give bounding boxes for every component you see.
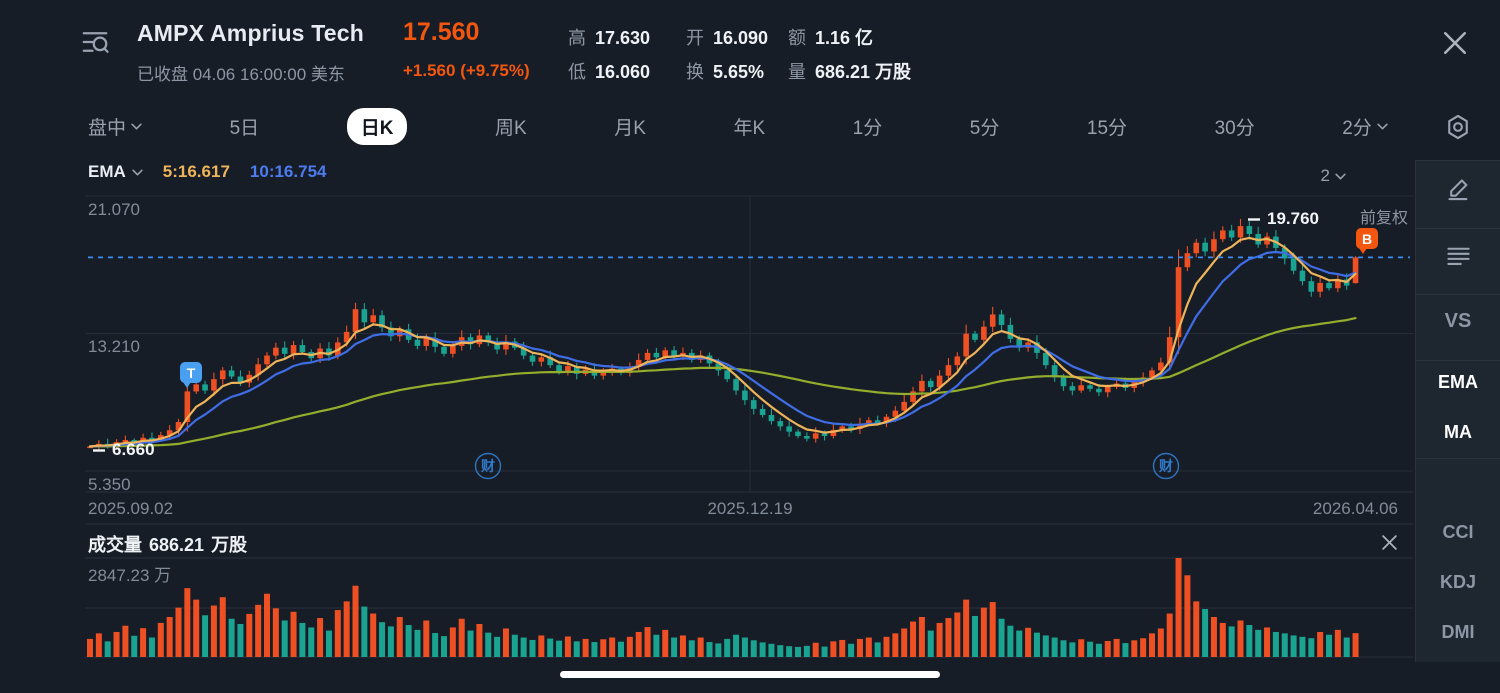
- candlestick-chart[interactable]: [85, 156, 1413, 492]
- tab-周K[interactable]: 周K: [494, 117, 527, 139]
- search-icon[interactable]: [80, 27, 110, 57]
- tab-5日[interactable]: 5日: [229, 117, 260, 139]
- last-price: 17.560: [403, 18, 480, 46]
- x-label-end: 2026.04.06: [1312, 499, 1398, 518]
- tick-dash-icon: [1248, 217, 1260, 221]
- t-marker-badge[interactable]: T: [180, 362, 202, 388]
- indicator-count-label: 2: [1320, 166, 1330, 185]
- high-price-marker: 19.760: [1248, 209, 1319, 229]
- sidebar-item-ema[interactable]: EMA: [1438, 372, 1478, 392]
- volume-label: 成交量: [88, 535, 142, 555]
- y-tick-top: 21.070: [88, 200, 140, 219]
- volume-scale-label: 2847.23 万: [88, 566, 172, 585]
- forward-adjust-toggle[interactable]: 前复权: [1359, 210, 1408, 227]
- volume-chart[interactable]: [85, 558, 1413, 658]
- sidebar-divider: [1416, 294, 1500, 295]
- ema5-value: 5:16.617: [162, 162, 230, 181]
- stat-低: 低 16.060: [568, 62, 651, 82]
- sidebar-divider: [1416, 458, 1500, 459]
- tab-30分[interactable]: 30分: [1214, 117, 1255, 139]
- volume-value: 686.21: [149, 535, 205, 555]
- indicator-bar: EMA 5:16.617 10:16.754: [88, 162, 326, 182]
- stat-量: 量 686.21 万股: [788, 62, 912, 82]
- low-price-marker: 6.660: [93, 440, 155, 460]
- sidebar-divider: [1416, 228, 1500, 229]
- stat-高: 高 17.630: [568, 28, 651, 48]
- page-title: AMPX Amprius Tech: [137, 20, 365, 46]
- sidebar-item-kdj[interactable]: KDJ: [1439, 572, 1476, 592]
- tab-日K[interactable]: 日K: [346, 107, 408, 145]
- ema10-value: 10:16.754: [249, 162, 327, 181]
- indicator-count-dropdown[interactable]: 2: [1321, 166, 1346, 186]
- low-price-label: 6.660: [112, 440, 155, 459]
- sidebar-item-dmi[interactable]: DMI: [1441, 622, 1475, 642]
- tab-盘中[interactable]: 盘中: [88, 113, 142, 140]
- home-indicator[interactable]: [560, 671, 940, 678]
- tab-1分[interactable]: 1分: [852, 117, 883, 139]
- x-label-start: 2025.09.02: [88, 499, 174, 518]
- list-lines-icon[interactable]: [1416, 242, 1500, 274]
- tab-月K[interactable]: 月K: [614, 117, 646, 139]
- volume-close-icon[interactable]: [1381, 534, 1398, 551]
- tab-15分[interactable]: 15分: [1086, 117, 1128, 139]
- sidebar-divider: [1416, 360, 1500, 361]
- y-tick-mid: 13.210: [88, 337, 140, 356]
- volume-unit: 万股: [211, 535, 248, 555]
- ema-indicator-dropdown[interactable]: EMA: [88, 162, 143, 182]
- gear-icon[interactable]: [1444, 113, 1472, 141]
- chevron-down-icon: [1335, 173, 1346, 179]
- chevron-down-icon: [132, 169, 143, 175]
- indicator-label: EMA: [88, 162, 126, 181]
- chevron-down-icon: [131, 123, 142, 129]
- indicator-sidebar: VS EMA MA CCI KDJ DMI: [1415, 160, 1500, 662]
- stat-额: 额 1.16 亿: [788, 28, 874, 48]
- y-tick-bottom: 5.350: [88, 475, 131, 494]
- chevron-down-icon: [1377, 123, 1388, 129]
- tick-dash-icon: [93, 448, 105, 452]
- volume-panel-title: 成交量 686.21 万股: [88, 531, 254, 557]
- close-icon[interactable]: [1442, 30, 1468, 56]
- stat-开: 开 16.090: [686, 28, 769, 48]
- stat-换: 换 5.65%: [686, 62, 765, 82]
- tab-年K[interactable]: 年K: [733, 117, 766, 139]
- sidebar-item-vs[interactable]: VS: [1444, 310, 1472, 332]
- x-label-mid: 2025.12.19: [707, 499, 793, 518]
- price-change: +1.560 (+9.75%): [403, 61, 530, 80]
- sidebar-item-cci[interactable]: CCI: [1442, 522, 1474, 542]
- tab-5分[interactable]: 5分: [969, 117, 1000, 139]
- tab-2分[interactable]: 2分: [1342, 113, 1388, 140]
- sidebar-divider: [1416, 160, 1500, 161]
- high-price-label: 19.760: [1267, 209, 1319, 228]
- b-marker-badge[interactable]: B: [1356, 228, 1378, 254]
- pencil-icon[interactable]: [1416, 176, 1500, 208]
- period-tab-bar: 盘中 5日 日K 周K 月K 年K 1分 5分 15分 30分 2分: [88, 100, 1388, 152]
- market-status: 已收盘 04.06 16:00:00 美东: [137, 65, 345, 84]
- sidebar-item-ma[interactable]: MA: [1444, 422, 1472, 442]
